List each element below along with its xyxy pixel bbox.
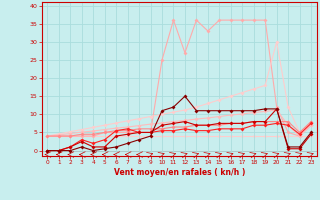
X-axis label: Vent moyen/en rafales ( kn/h ): Vent moyen/en rafales ( kn/h ) bbox=[114, 168, 245, 177]
